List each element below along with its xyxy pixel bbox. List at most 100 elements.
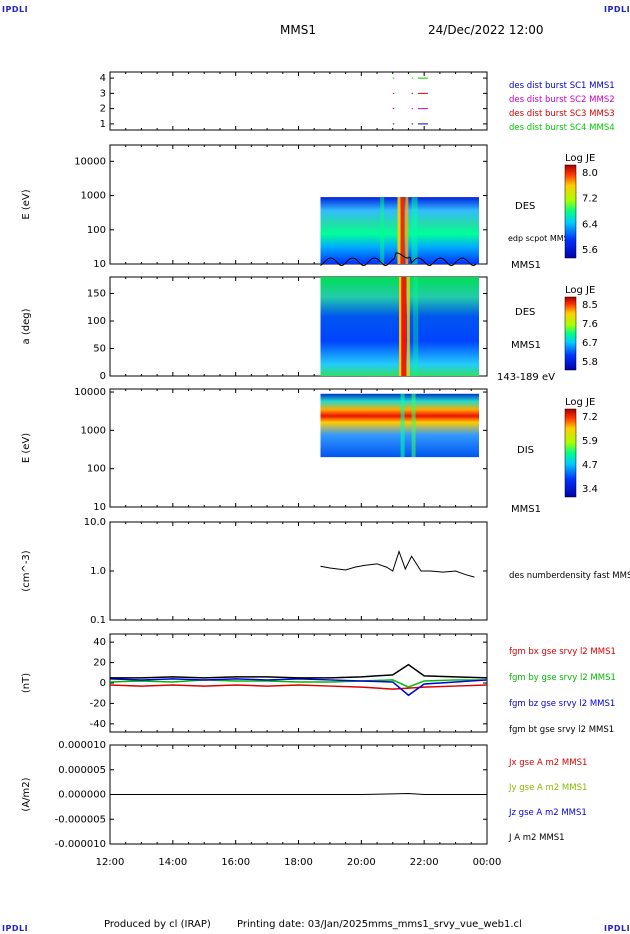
y-tick-label: -20 bbox=[90, 698, 106, 709]
time-tick-label: 22:00 bbox=[410, 857, 439, 868]
panel-label: DIS bbox=[517, 445, 534, 456]
y-tick-label: 20 bbox=[93, 658, 106, 669]
panel-sub-label: MMS1 bbox=[511, 260, 541, 271]
y-tick-label: 1000 bbox=[81, 425, 106, 436]
colorbar-tick-label: 5.9 bbox=[582, 436, 598, 447]
panel-sub-label: MMS1 bbox=[511, 340, 541, 351]
spectrogram-band bbox=[397, 197, 401, 264]
y-tick-label: 10 bbox=[93, 259, 106, 270]
y-tick-label: 10.0 bbox=[84, 517, 106, 528]
colorbar-title: Log JE bbox=[565, 285, 595, 296]
corner-label-bottom-left: IPDLI bbox=[2, 924, 29, 933]
corner-label-top-left: IPDLI bbox=[2, 5, 29, 14]
legend-entry: fgm bx gse srvy l2 MMS1 bbox=[509, 647, 616, 657]
spectrogram-band bbox=[400, 393, 405, 458]
spectrogram-band bbox=[405, 197, 409, 264]
spectrogram-band bbox=[413, 277, 419, 376]
y-axis-label: a (deg) bbox=[21, 308, 32, 344]
y-axis-label: (A/m2) bbox=[21, 777, 32, 811]
legend-entry: Jy gse A m2 MMS1 bbox=[508, 783, 587, 793]
y-axis-label: E (eV) bbox=[21, 433, 32, 463]
colorbar-tick-label: 8.5 bbox=[582, 300, 598, 311]
legend-entry: des dist burst SC3 MMS3 bbox=[509, 109, 615, 119]
y-tick-label: 4 bbox=[100, 73, 106, 84]
time-tick-label: 12:00 bbox=[96, 857, 125, 868]
y-tick-label: -40 bbox=[90, 719, 106, 730]
colorbar bbox=[564, 164, 577, 259]
colorbar-tick-label: 3.4 bbox=[582, 484, 598, 495]
field-line bbox=[110, 663, 488, 679]
y-tick-label: 100 bbox=[87, 316, 106, 327]
colorbar-title: Log JE bbox=[565, 397, 595, 408]
field-line bbox=[109, 684, 488, 690]
time-tick-label: 00:00 bbox=[473, 857, 502, 868]
spectrogram-band bbox=[399, 277, 403, 376]
footer-printing-date: Printing date: 03/Jan/2025 bbox=[237, 919, 369, 930]
panel-label: DES bbox=[515, 201, 535, 212]
legend-entry: des numberdensity fast MMS1 bbox=[509, 571, 630, 581]
time-tick-label: 20:00 bbox=[347, 857, 376, 868]
y-axis-label: E (eV) bbox=[21, 189, 32, 219]
corner-label-top-right: IPDLI bbox=[604, 5, 630, 14]
legend-entry: des dist burst SC4 MMS4 bbox=[509, 123, 615, 133]
current-line bbox=[110, 793, 487, 795]
y-tick-label: 0.1 bbox=[90, 615, 106, 626]
legend-entry: J A m2 MMS1 bbox=[508, 833, 565, 843]
footer-filename: mms_mms1_srvy_vue_web1.cl bbox=[368, 919, 522, 930]
legend-entry: des dist burst SC2 MMS2 bbox=[509, 95, 615, 105]
field-line bbox=[109, 679, 487, 688]
colorbar-tick-label: 7.6 bbox=[582, 319, 598, 330]
y-tick-label: 150 bbox=[87, 289, 106, 300]
panel-label: DES bbox=[515, 307, 535, 318]
energy-range-label: 143-189 eV bbox=[497, 372, 555, 383]
colorbar-title: Log JE bbox=[565, 153, 595, 164]
header-datetime: 24/Dec/2022 12:00 bbox=[428, 23, 544, 37]
y-axis-label: (cm^-3) bbox=[21, 550, 32, 591]
time-tick-label: 18:00 bbox=[284, 857, 313, 868]
y-tick-label: 0.000005 bbox=[58, 765, 106, 776]
y-tick-label: 40 bbox=[93, 637, 106, 648]
y-tick-label: -0.000010 bbox=[55, 839, 106, 850]
y-tick-label: 100 bbox=[87, 464, 106, 475]
footer-produced-by: Produced by cl (IRAP) bbox=[104, 919, 211, 930]
y-tick-label: 0.000010 bbox=[58, 740, 106, 751]
header-spacecraft: MMS1 bbox=[280, 23, 316, 37]
colorbar-tick-label: 7.2 bbox=[582, 412, 598, 423]
legend-entry: fgm by gse srvy l2 MMS1 bbox=[509, 673, 616, 683]
colorbar-tick-label: 4.7 bbox=[582, 460, 598, 471]
spectrogram-band bbox=[401, 277, 407, 376]
legend-entry: des dist burst SC1 MMS1 bbox=[509, 81, 615, 91]
y-tick-label: 3 bbox=[100, 88, 106, 99]
overlay-label: edp scpot MMS1 bbox=[508, 234, 574, 243]
scpot-line bbox=[320, 252, 477, 267]
y-tick-label: 2 bbox=[100, 104, 106, 115]
y-tick-label: 100 bbox=[87, 225, 106, 236]
colorbar-tick-label: 7.2 bbox=[582, 194, 598, 205]
colorbar bbox=[564, 408, 577, 498]
colorbar-tick-label: 5.8 bbox=[582, 357, 598, 368]
density-line bbox=[320, 549, 475, 578]
time-tick-label: 14:00 bbox=[158, 857, 187, 868]
spectrogram-band bbox=[411, 393, 416, 458]
y-tick-label: 10 bbox=[93, 502, 106, 513]
y-tick-label: 10000 bbox=[74, 387, 106, 398]
y-axis-label: (nT) bbox=[21, 673, 32, 693]
legend-entry: Jz gse A m2 MMS1 bbox=[508, 808, 587, 818]
panel-frame bbox=[109, 71, 488, 131]
colorbar bbox=[564, 296, 577, 371]
field-line bbox=[109, 678, 488, 697]
panel-sub-label: MMS1 bbox=[511, 504, 541, 515]
y-tick-label: 1000 bbox=[81, 191, 106, 202]
y-tick-label: 10000 bbox=[74, 156, 106, 167]
y-tick-label: 0.000000 bbox=[58, 790, 106, 801]
spectrogram-band bbox=[400, 197, 405, 264]
y-tick-label: 0 bbox=[100, 678, 106, 689]
legend-entry: fgm bt gse srvy l2 MMS1 bbox=[509, 725, 614, 735]
colorbar-tick-label: 8.0 bbox=[582, 168, 598, 179]
legend-entry: Jx gse A m2 MMS1 bbox=[508, 758, 587, 768]
y-tick-label: 0 bbox=[100, 371, 106, 382]
spectrogram-band bbox=[406, 277, 410, 376]
y-tick-label: 1 bbox=[100, 119, 106, 130]
y-tick-label: 50 bbox=[93, 344, 106, 355]
